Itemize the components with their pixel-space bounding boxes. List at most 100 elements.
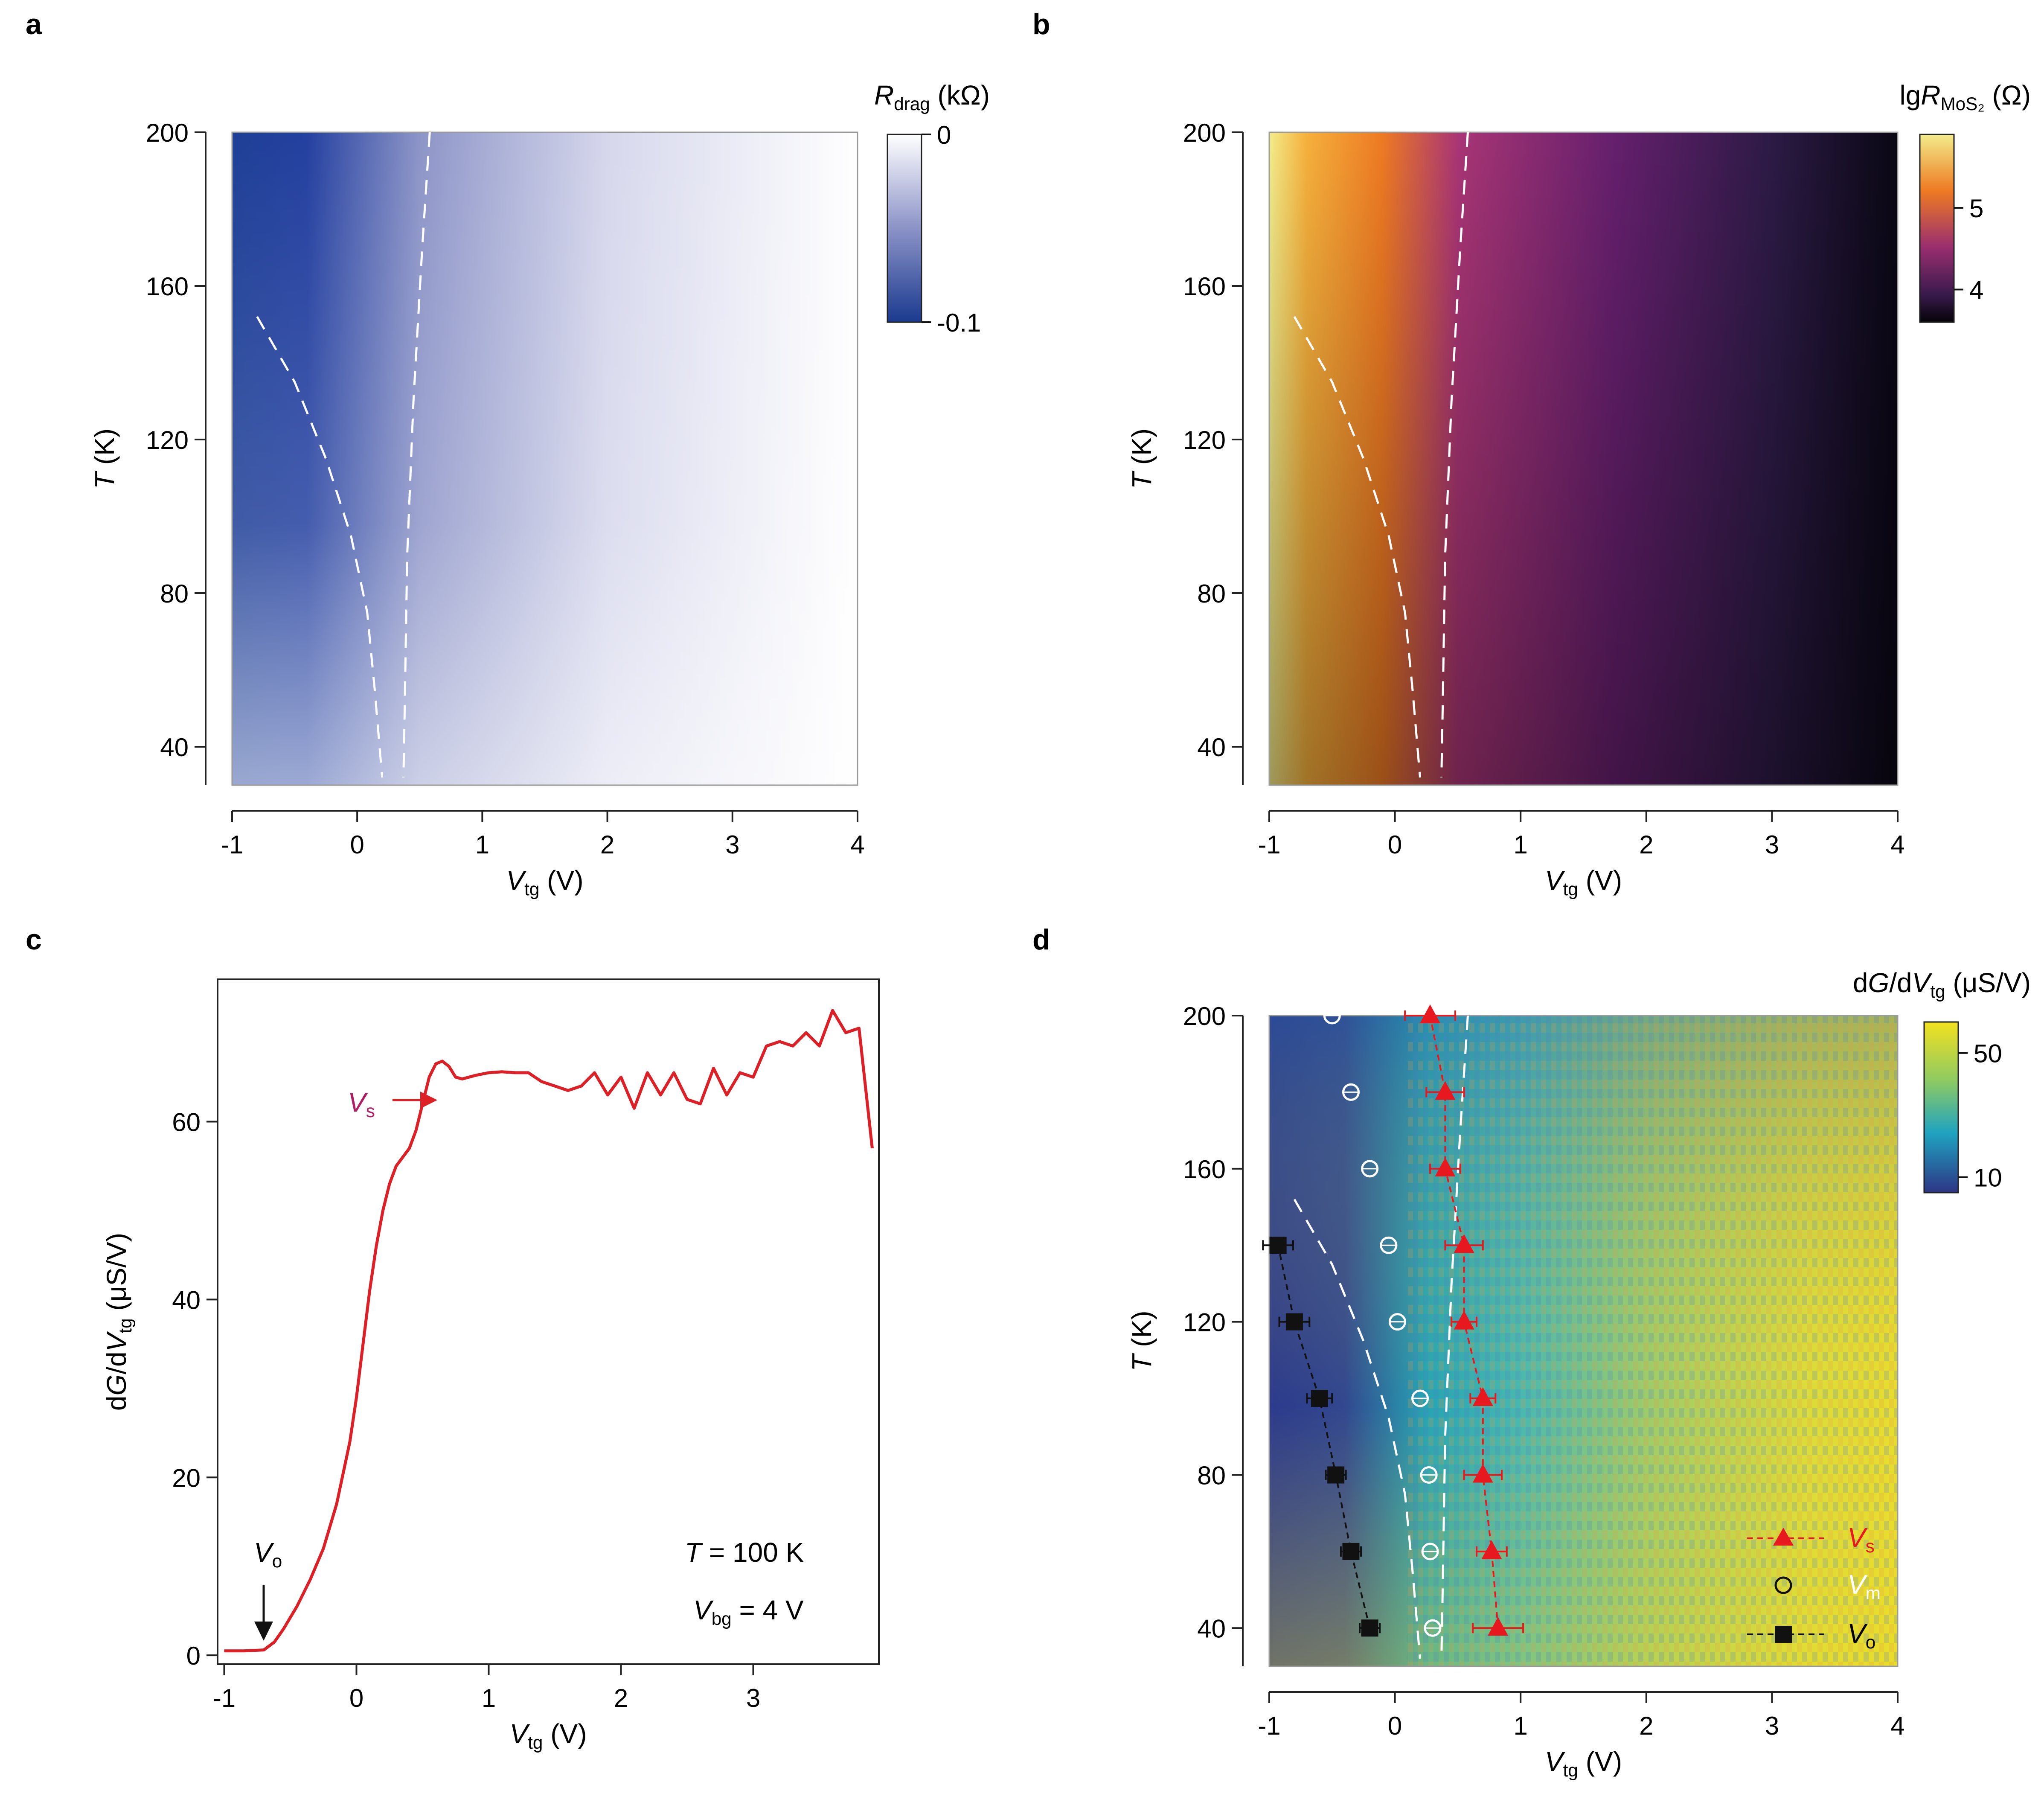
x-tick-label: 3 bbox=[725, 830, 739, 859]
x-tick-label: -1 bbox=[213, 1684, 236, 1712]
x-axis-title-var: V bbox=[506, 865, 526, 896]
x-tick-label: 2 bbox=[614, 1684, 628, 1712]
x-axis-title-var: V bbox=[1545, 1746, 1565, 1777]
x-axis-title-sub: tg bbox=[1563, 879, 1578, 899]
colorbar-title-sub: drag bbox=[894, 94, 930, 114]
colorbar-title-gap bbox=[930, 80, 938, 111]
y-axis-title-var: T bbox=[1126, 1353, 1157, 1371]
y-axis-title-gap bbox=[1126, 465, 1157, 472]
colorbar-title-sub: tg bbox=[1930, 981, 1945, 1002]
vo-arrow-head bbox=[254, 1622, 273, 1641]
vo-marker bbox=[1342, 1543, 1359, 1560]
vbg-annotation-sub: bg bbox=[712, 1609, 732, 1629]
y-tick-label: 80 bbox=[1197, 579, 1226, 608]
y-tick-label: 20 bbox=[172, 1464, 201, 1492]
vs-marker bbox=[1420, 1004, 1440, 1023]
x-axis-title: Vtg (V) bbox=[1545, 865, 1622, 899]
x-axis-title-gap bbox=[1578, 865, 1586, 896]
colorbar-tick-label: 50 bbox=[1974, 1039, 2002, 1068]
colorbar-title-var: R bbox=[1921, 80, 1940, 111]
x-tick-label: 0 bbox=[350, 830, 364, 859]
y-axis-title-d: d bbox=[101, 1395, 132, 1411]
x-tick-label: 2 bbox=[1639, 830, 1653, 859]
legend-vo-label-sub: o bbox=[1866, 1632, 1876, 1652]
vbg-annotation-text: = 4 V bbox=[732, 1595, 804, 1625]
colorbar-title-sub: MoS₂ bbox=[1941, 94, 1985, 114]
panel-label-d: d bbox=[1032, 923, 1050, 956]
temperature-annotation: T = 100 K bbox=[685, 1537, 804, 1568]
vo-marker bbox=[1286, 1313, 1303, 1331]
colorbar-title: lgRMoS₂ (Ω) bbox=[1899, 80, 2031, 114]
vo-marker bbox=[1311, 1390, 1328, 1407]
x-axis-title-var: V bbox=[509, 1718, 530, 1749]
y-axis-title: T (K) bbox=[1126, 428, 1157, 489]
colorbar-title-unit: (μS/V) bbox=[1953, 967, 2031, 998]
x-axis-title: Vtg (V) bbox=[1545, 1746, 1622, 1780]
y-tick-label: 160 bbox=[1183, 272, 1226, 301]
x-tick-label: 1 bbox=[1514, 830, 1528, 859]
y-tick-label: 0 bbox=[186, 1642, 201, 1670]
y-axis-title-var: T bbox=[1126, 471, 1157, 489]
colorbar-title-gap bbox=[1945, 967, 1953, 998]
vbg-annotation: Vbg = 4 V bbox=[693, 1595, 804, 1629]
heatmap-noise-d bbox=[1407, 1016, 1898, 1666]
colorbar-title-gap bbox=[1985, 80, 1992, 111]
y-axis-title-gap bbox=[89, 465, 120, 472]
colorbar-title-V: V bbox=[1912, 967, 1933, 998]
legend-vs-label-sub: s bbox=[1866, 1536, 1875, 1556]
y-tick-label: 200 bbox=[1183, 1002, 1226, 1031]
y-tick-label: 200 bbox=[146, 119, 189, 147]
x-tick-label: 1 bbox=[482, 1684, 496, 1712]
colorbar-title-unit: (Ω) bbox=[1992, 80, 2031, 111]
x-tick-label: -1 bbox=[1258, 1712, 1280, 1740]
y-axis-title-slash: /d bbox=[101, 1351, 132, 1374]
x-axis-title-sub: tg bbox=[524, 879, 539, 899]
legend-vo-label-var: V bbox=[1847, 1618, 1868, 1649]
x-tick-label: -1 bbox=[221, 830, 243, 859]
x-axis-title-gap bbox=[539, 865, 547, 896]
y-tick-label: 200 bbox=[1183, 119, 1226, 147]
legend-vs-label-var: V bbox=[1847, 1522, 1868, 1553]
x-tick-label: -1 bbox=[1258, 830, 1280, 859]
x-tick-label: 2 bbox=[600, 830, 614, 859]
colorbar-title: Rdrag (kΩ) bbox=[874, 80, 990, 114]
panel-label-b: b bbox=[1032, 8, 1050, 41]
colorbar bbox=[1920, 134, 1954, 322]
heatmap-shade-b bbox=[1269, 132, 1898, 785]
x-tick-label: 4 bbox=[1890, 1712, 1904, 1740]
vo-annotation-sub: o bbox=[272, 1551, 282, 1571]
colorbar bbox=[887, 134, 922, 322]
y-axis-title-gap bbox=[101, 1311, 132, 1319]
y-tick-label: 80 bbox=[1197, 1461, 1226, 1490]
legend-vm-label-var: V bbox=[1847, 1569, 1868, 1600]
x-axis-title-sub: tg bbox=[1563, 1760, 1578, 1780]
temperature-annotation-var: T bbox=[685, 1537, 703, 1568]
colorbar-title-G: G bbox=[1868, 967, 1889, 998]
y-axis-title-gap bbox=[1126, 1347, 1157, 1355]
y-axis-title-unit: (K) bbox=[1126, 1310, 1157, 1347]
vbg-annotation-var: V bbox=[693, 1595, 714, 1625]
legend-vo-marker bbox=[1775, 1626, 1792, 1643]
y-tick-label: 40 bbox=[172, 1286, 201, 1314]
y-axis-title: dG/dVtg (μS/V) bbox=[101, 1233, 135, 1411]
x-axis-title-unit: (V) bbox=[547, 865, 583, 896]
y-tick-label: 60 bbox=[172, 1108, 201, 1137]
x-tick-label: 3 bbox=[1765, 1712, 1779, 1740]
vo-annotation: Vo bbox=[254, 1537, 282, 1571]
x-axis-title-gap bbox=[543, 1718, 550, 1749]
colorbar-tick-label: 4 bbox=[1969, 276, 1983, 304]
x-tick-label: 3 bbox=[1765, 830, 1779, 859]
colorbar-title-unit: (kΩ) bbox=[938, 80, 990, 111]
x-axis-title-var: V bbox=[1545, 865, 1565, 896]
y-tick-label: 160 bbox=[146, 272, 189, 301]
panel-label-a: a bbox=[26, 8, 42, 41]
y-axis-title-V: V bbox=[101, 1331, 132, 1351]
vo-marker bbox=[1270, 1237, 1287, 1254]
colorbar-tick-label: 0 bbox=[937, 121, 951, 149]
vs-annotation: Vs bbox=[348, 1087, 375, 1121]
vs-annotation-var: V bbox=[348, 1087, 368, 1118]
